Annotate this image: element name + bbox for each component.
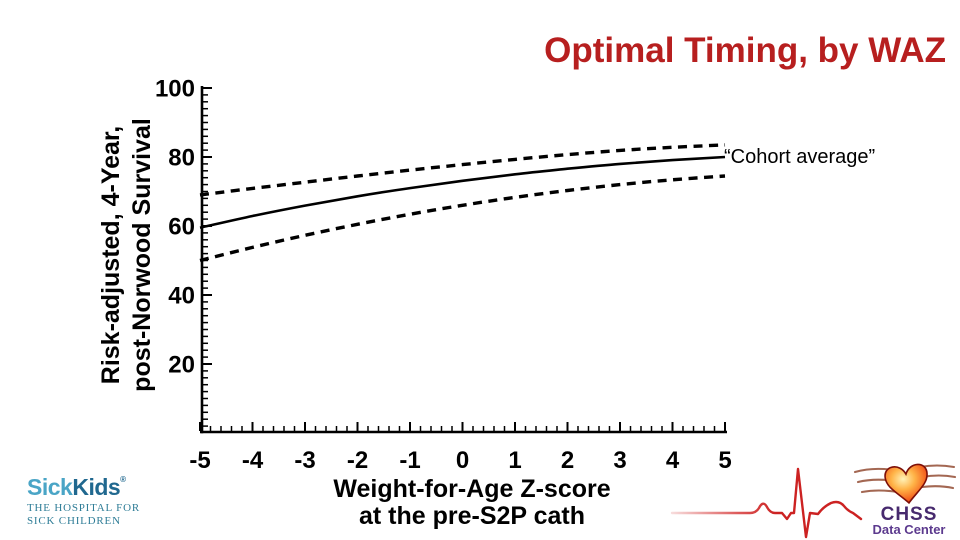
cohort-average-annotation: “Cohort average”: [724, 146, 876, 168]
x-tick-label: -1: [399, 447, 420, 474]
ecg-path: [670, 467, 863, 539]
sickkids-tagline-line1: THE HOSPITAL FOR: [27, 502, 140, 514]
sickkids-tagline: THE HOSPITAL FOR SICK CHILDREN: [27, 502, 140, 528]
registered-mark-icon: ®: [120, 475, 126, 484]
chart-series: [199, 143, 726, 263]
sickkids-wordmark: SickKids®: [27, 476, 140, 499]
axes: [200, 86, 727, 434]
sickkids-word-kids: Kids: [72, 474, 121, 500]
x-tick-label: 4: [666, 447, 680, 474]
y-tick-label: 20: [168, 352, 195, 379]
y-tick-label: 100: [155, 76, 195, 103]
axis-ticks: [199, 87, 726, 431]
y-axis-label: Risk-adjusted, 4-Year, post-Norwood Surv…: [96, 105, 158, 405]
y-axis-label-line1: Risk-adjusted, 4-Year,: [97, 125, 125, 385]
x-tick-label: -4: [242, 447, 264, 474]
x-axis-title: Weight-for-Age Z-score at the pre-S2P ca…: [312, 476, 632, 530]
y-tick-label: 80: [168, 145, 195, 172]
heart-icon: [884, 463, 928, 505]
x-tick-label: 5: [718, 447, 731, 474]
x-axis-title-line2: at the pre-S2P cath: [358, 502, 585, 530]
x-axis-title-line1: Weight-for-Age Z-score: [333, 475, 611, 503]
series-lower-confidence-band: [199, 174, 726, 263]
series-upper-confidence-band: [199, 143, 726, 197]
y-tick-label: 40: [168, 283, 195, 310]
y-tick-label: 60: [168, 214, 195, 241]
chss-subtitle: Data Center: [873, 522, 946, 537]
sickkids-logo: SickKids® THE HOSPITAL FOR SICK CHILDREN: [27, 476, 140, 528]
x-tick-label: -5: [189, 447, 210, 474]
x-tick-label: 0: [456, 447, 469, 474]
chss-logo: CHSS Data Center: [853, 463, 957, 537]
ecg-trace-icon: [670, 467, 863, 539]
axis-tick-labels: 20 40 60 80 100 -5 -4 -3 -2 -1 0 1 2 3 4 5: [155, 76, 732, 475]
x-tick-label: -2: [347, 447, 368, 474]
series-cohort-average: [199, 155, 726, 229]
page-title: Optimal Timing, by WAZ: [544, 31, 946, 70]
x-tick-label: -3: [294, 447, 315, 474]
y-axis-label-line2: post-Norwood Survival: [128, 118, 156, 392]
x-tick-label: 3: [613, 447, 626, 474]
x-tick-label: 2: [561, 447, 574, 474]
sickkids-tagline-line2: SICK CHILDREN: [27, 515, 121, 527]
sickkids-word-sick: Sick: [27, 474, 73, 500]
x-tick-label: 1: [508, 447, 521, 474]
chss-name: CHSS: [881, 504, 938, 525]
